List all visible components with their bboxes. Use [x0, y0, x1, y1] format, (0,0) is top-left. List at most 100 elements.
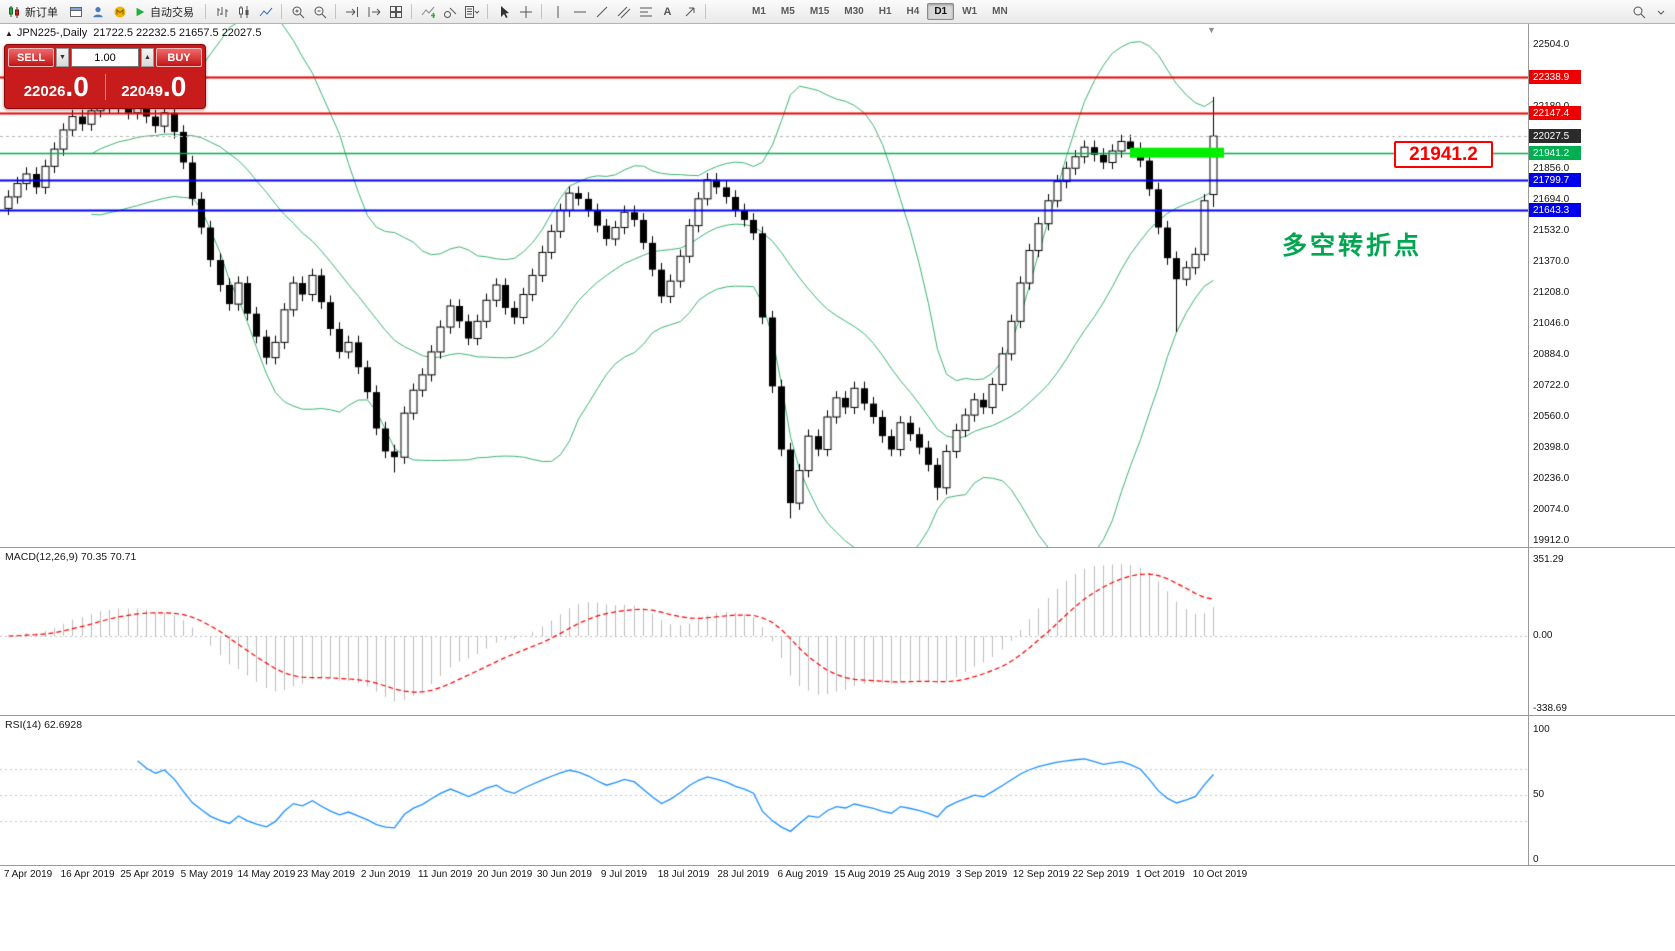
date-axis-label: 7 Apr 2019	[3, 869, 53, 880]
tile-windows-button[interactable]	[385, 2, 406, 22]
macd-axis-label: 0.00	[1533, 630, 1553, 641]
chinese-annotation[interactable]: 多空转折点	[1282, 232, 1423, 260]
candlestick-chart-button[interactable]	[233, 2, 254, 22]
autotrading-label: 自动交易	[150, 6, 194, 19]
volume-input[interactable]	[71, 48, 139, 67]
price-axis-label: 21694.0	[1533, 194, 1570, 205]
sell-button[interactable]: SELL	[8, 48, 54, 67]
trendline-icon	[596, 6, 607, 17]
search-icon	[1633, 6, 1645, 18]
sell-price-main: 22026	[23, 83, 66, 100]
horizontal-line-icon	[573, 11, 586, 12]
candlestick-chart-icon	[238, 5, 248, 18]
buy-price[interactable]: 22049.0	[106, 73, 203, 101]
price-axis-label: 20722.0	[1533, 380, 1570, 391]
objects-list-button[interactable]	[439, 2, 460, 22]
timeframe-button-m30[interactable]: M30	[837, 3, 870, 20]
rsi-axis-label: 100	[1533, 724, 1550, 735]
rsi-pane-canvas[interactable]	[0, 716, 1528, 864]
trendline-tool-button[interactable]	[591, 2, 612, 22]
timeframe-button-d1[interactable]: D1	[927, 3, 955, 20]
zoom-in-button[interactable]	[287, 2, 308, 22]
cursor-tool-button[interactable]	[493, 2, 514, 22]
toolbar-separator	[705, 4, 706, 19]
bar-chart-button[interactable]	[211, 2, 232, 22]
auto-scroll-button[interactable]	[341, 2, 362, 22]
chart-window-icon	[69, 6, 82, 17]
pane-separator[interactable]	[0, 547, 1675, 548]
community-icon	[114, 6, 125, 17]
vertical-line-icon	[557, 5, 558, 18]
volume-increase-button[interactable]: ▲	[141, 48, 154, 67]
toolbar-menu-button[interactable]	[1650, 2, 1671, 22]
toolbar-separator	[205, 4, 206, 19]
date-axis-label: 25 Aug 2019	[893, 869, 951, 880]
price-axis-label: 21856.0	[1533, 163, 1570, 174]
rsi-axis-label: 50	[1533, 789, 1545, 800]
arrows-icon	[685, 7, 694, 16]
price-axis-label: 22504.0	[1533, 39, 1570, 50]
timeframe-button-m1[interactable]: M1	[745, 3, 773, 20]
macd-axis-label: -338.69	[1533, 703, 1567, 714]
timeframe-button-m15[interactable]: M15	[803, 3, 836, 20]
text-tool-button[interactable]: A	[657, 2, 678, 22]
autotrading-play-icon	[136, 7, 145, 16]
profile-button[interactable]	[87, 2, 108, 22]
price-line-tag: 21941.2	[1529, 146, 1581, 160]
fibonacci-tool-button[interactable]	[635, 2, 656, 22]
toolbar-separator	[411, 4, 412, 19]
volume-decrease-button[interactable]: ▼	[56, 48, 69, 67]
chart-shift-marker[interactable]: ▼	[1207, 25, 1216, 35]
collapse-panel-icon[interactable]: ▲	[5, 29, 13, 38]
arrows-tool-button[interactable]	[679, 2, 700, 22]
timeframe-button-w1[interactable]: W1	[955, 3, 984, 20]
zoom-in-icon	[292, 6, 304, 18]
search-button[interactable]	[1628, 2, 1649, 22]
chart-window-button[interactable]	[65, 2, 86, 22]
date-axis-label: 20 Jun 2019	[477, 869, 533, 880]
price-axis-label: 20560.0	[1533, 411, 1570, 422]
timeframe-button-h1[interactable]: H1	[872, 3, 899, 20]
date-axis-label: 16 Apr 2019	[60, 869, 115, 880]
pane-separator[interactable]	[0, 715, 1675, 716]
date-axis-label: 2 Jun 2019	[360, 869, 411, 880]
price-line-tag: 22338.9	[1529, 70, 1581, 84]
new-order-button[interactable]: 新订单	[4, 2, 64, 22]
crosshair-tool-button[interactable]	[515, 2, 536, 22]
channel-tool-button[interactable]	[613, 2, 634, 22]
toolbar: 新订单 自动交易 A M1 M5 M15 M	[0, 0, 1675, 24]
ohlc-readout: 21722.5 22232.5 21657.5 22027.5	[93, 27, 262, 39]
price-chart-canvas[interactable]	[0, 24, 1528, 547]
buy-button[interactable]: BUY	[156, 48, 202, 67]
price-axis-label: 22018.0	[1533, 132, 1570, 143]
date-axis-label: 9 Jul 2019	[600, 869, 648, 880]
vertical-line-tool-button[interactable]	[547, 2, 568, 22]
price-line-tag: 21799.7	[1529, 173, 1581, 187]
chart-shift-icon	[368, 6, 380, 17]
price-axis-label: 21046.0	[1533, 318, 1570, 329]
indicators-button[interactable]	[417, 2, 438, 22]
price-callout-label[interactable]: 21941.2	[1394, 141, 1493, 168]
community-button[interactable]	[109, 2, 130, 22]
price-axis-label: 21532.0	[1533, 225, 1570, 236]
date-axis-label: 25 Apr 2019	[120, 869, 175, 880]
chart-shift-button[interactable]	[363, 2, 384, 22]
one-click-trading-panel: SELL ▼ ▲ BUY 22026.0 22049.0	[4, 44, 206, 109]
timeframe-button-m5[interactable]: M5	[774, 3, 802, 20]
zoom-out-icon	[314, 6, 326, 18]
line-chart-button[interactable]	[255, 2, 276, 22]
price-axis-border	[1528, 24, 1529, 866]
timeframe-button-h4[interactable]: H4	[900, 3, 927, 20]
toolbar-separator	[335, 4, 336, 19]
timeframe-button-mn[interactable]: MN	[985, 3, 1015, 20]
zoom-out-button[interactable]	[309, 2, 330, 22]
price-axis-label: 21208.0	[1533, 287, 1570, 298]
timeframe-toolbar: M1 M5 M15 M30 H1 H4 D1 W1 MN	[745, 3, 1015, 20]
autotrading-button[interactable]: 自动交易	[131, 2, 200, 22]
price-axis-label: 21370.0	[1533, 256, 1570, 267]
rsi-axis-label: 0	[1533, 854, 1539, 865]
horizontal-line-tool-button[interactable]	[569, 2, 590, 22]
templates-button[interactable]	[461, 2, 482, 22]
sell-price[interactable]: 22026.0	[8, 73, 105, 101]
macd-pane-canvas[interactable]	[0, 548, 1528, 714]
